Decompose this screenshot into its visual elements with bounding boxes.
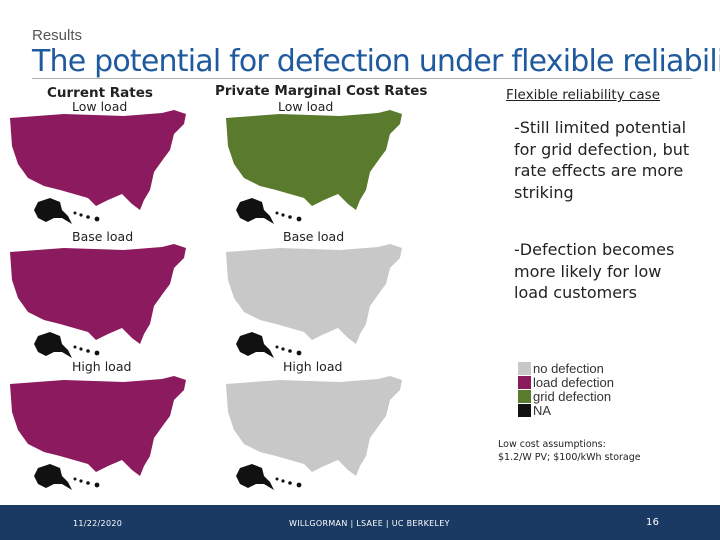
legend-swatch-na: [518, 404, 531, 417]
legend-label-no-defection: no defection: [533, 361, 604, 376]
assumptions-values: $1.2/W PV; $100/kWh storage: [498, 452, 641, 463]
map-current-high: [4, 372, 194, 495]
slide-title: The potential for defection under flexib…: [32, 44, 720, 79]
column-heading-private-marginal-cost-rates: Private Marginal Cost Rates: [215, 83, 428, 99]
footer-date: 11/22/2020: [73, 519, 123, 528]
flexible-reliability-heading: Flexible reliability case: [506, 87, 661, 103]
map-label-private-high: High load: [283, 359, 343, 374]
finding-limited-grid-defection: -Still limited potential for grid defect…: [514, 118, 690, 202]
legend-swatch-load-defection: [518, 376, 531, 389]
map-label-private-base: Base load: [283, 229, 345, 244]
map-current-base: [4, 240, 194, 363]
legend-item-no-defection: no defection: [518, 362, 604, 375]
map-current-low: [4, 106, 194, 229]
footer-organization: WILLGORMAN | LSAEE | UC BERKELEY: [289, 519, 450, 528]
page-number: 16: [646, 517, 660, 528]
column-heading-current-rates: Current Rates: [47, 85, 153, 101]
map-label-current-low: Low load: [72, 99, 128, 114]
legend-item-load-defection: load defection: [518, 376, 614, 389]
map-private-low: [220, 106, 410, 229]
map-private-base: [220, 240, 410, 363]
legend-item-grid-defection: grid defection: [518, 390, 611, 403]
map-private-high: [220, 372, 410, 495]
legend-label-load-defection: load defection: [533, 375, 614, 390]
legend-swatch-grid-defection: [518, 390, 531, 403]
title-divider: [32, 78, 692, 79]
cost-assumptions: Low cost assumptions: $1.2/W PV; $100/kW…: [498, 438, 641, 464]
assumptions-heading: Low cost assumptions:: [498, 439, 606, 450]
legend-item-na: NA: [518, 404, 551, 417]
map-label-current-high: High load: [72, 359, 132, 374]
footer-bar: [0, 505, 720, 540]
legend-label-na: NA: [533, 403, 552, 418]
section-kicker: Results: [32, 27, 83, 44]
finding-low-load-defection: -Defection becomes more likely for low l…: [514, 240, 675, 302]
map-label-current-base: Base load: [72, 229, 134, 244]
legend-swatch-no-defection: [518, 362, 531, 375]
legend-label-grid-defection: grid defection: [533, 389, 612, 404]
map-label-private-low: Low load: [278, 99, 334, 114]
